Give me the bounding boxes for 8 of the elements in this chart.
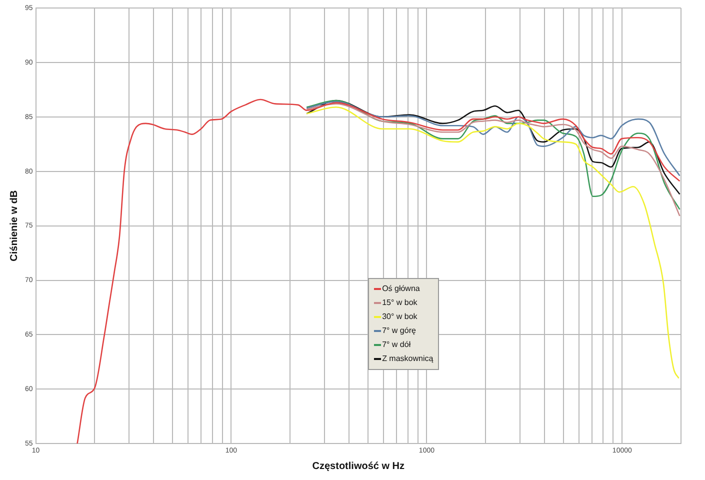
legend-label: 7° w dół xyxy=(382,340,411,350)
y-axis-title: Ciśnienie w dB xyxy=(8,190,20,262)
x-axis-title: Częstotliwość w Hz xyxy=(312,460,405,472)
legend-label: Z maskownicą xyxy=(382,354,434,364)
legend-label: Oś główna xyxy=(382,284,420,294)
legend-label: 15° w bok xyxy=(382,298,418,308)
legend-label: 7° w górę xyxy=(382,326,416,336)
legend-label: 30° w bok xyxy=(382,312,418,322)
